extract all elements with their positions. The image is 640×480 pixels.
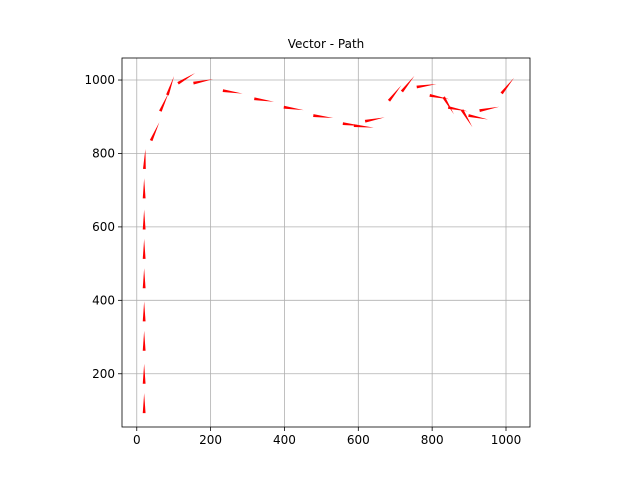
y-tick-label: 200 [92,367,115,381]
y-tick-label: 400 [92,293,115,307]
x-tick-label: 400 [273,433,296,447]
vector-arrow [166,76,175,96]
vector-arrow [479,106,500,113]
vector-arrow [142,268,146,289]
vector-arrow [460,109,473,128]
y-tick-label: 800 [92,146,115,160]
vector-arrow [222,89,243,94]
x-tick-label: 800 [421,433,444,447]
x-tick-label: 600 [347,433,370,447]
vector-arrow [142,178,146,199]
vector-arrow [353,124,374,128]
vector-arrow [142,238,146,259]
vector-arrow [159,92,169,112]
vector-arrow [177,73,196,85]
ticks: 0 200 400 600 800 1000 200 400 600 800 1000 [84,73,521,447]
vector-field [142,73,515,414]
chart-title: Vector - Path [288,37,365,51]
x-tick-label: 200 [199,433,222,447]
x-tick-label: 0 [133,433,141,447]
vector-arrow [387,85,402,102]
vector-arrow [193,79,214,85]
vector-arrow [142,330,146,351]
grid [122,58,530,427]
vector-arrow [149,122,160,142]
axes-frame [121,57,531,428]
vector-arrow [500,77,515,95]
vector-arrow [416,84,437,89]
vector-arrow [142,148,146,170]
vector-arrow [400,75,415,93]
vector-arrow [142,393,146,414]
y-tick-label: 1000 [84,73,115,87]
x-tick-label: 1000 [491,433,522,447]
vector-arrow [468,114,489,120]
vector-arrow [142,363,146,384]
vector-arrow [283,105,304,111]
vector-arrow [313,114,334,118]
vector-arrow [442,96,454,115]
vector-arrow [142,209,146,230]
vector-arrow [254,97,275,102]
y-tick-label: 600 [92,220,115,234]
vector-arrow [364,117,385,123]
vector-arrow [142,301,146,322]
